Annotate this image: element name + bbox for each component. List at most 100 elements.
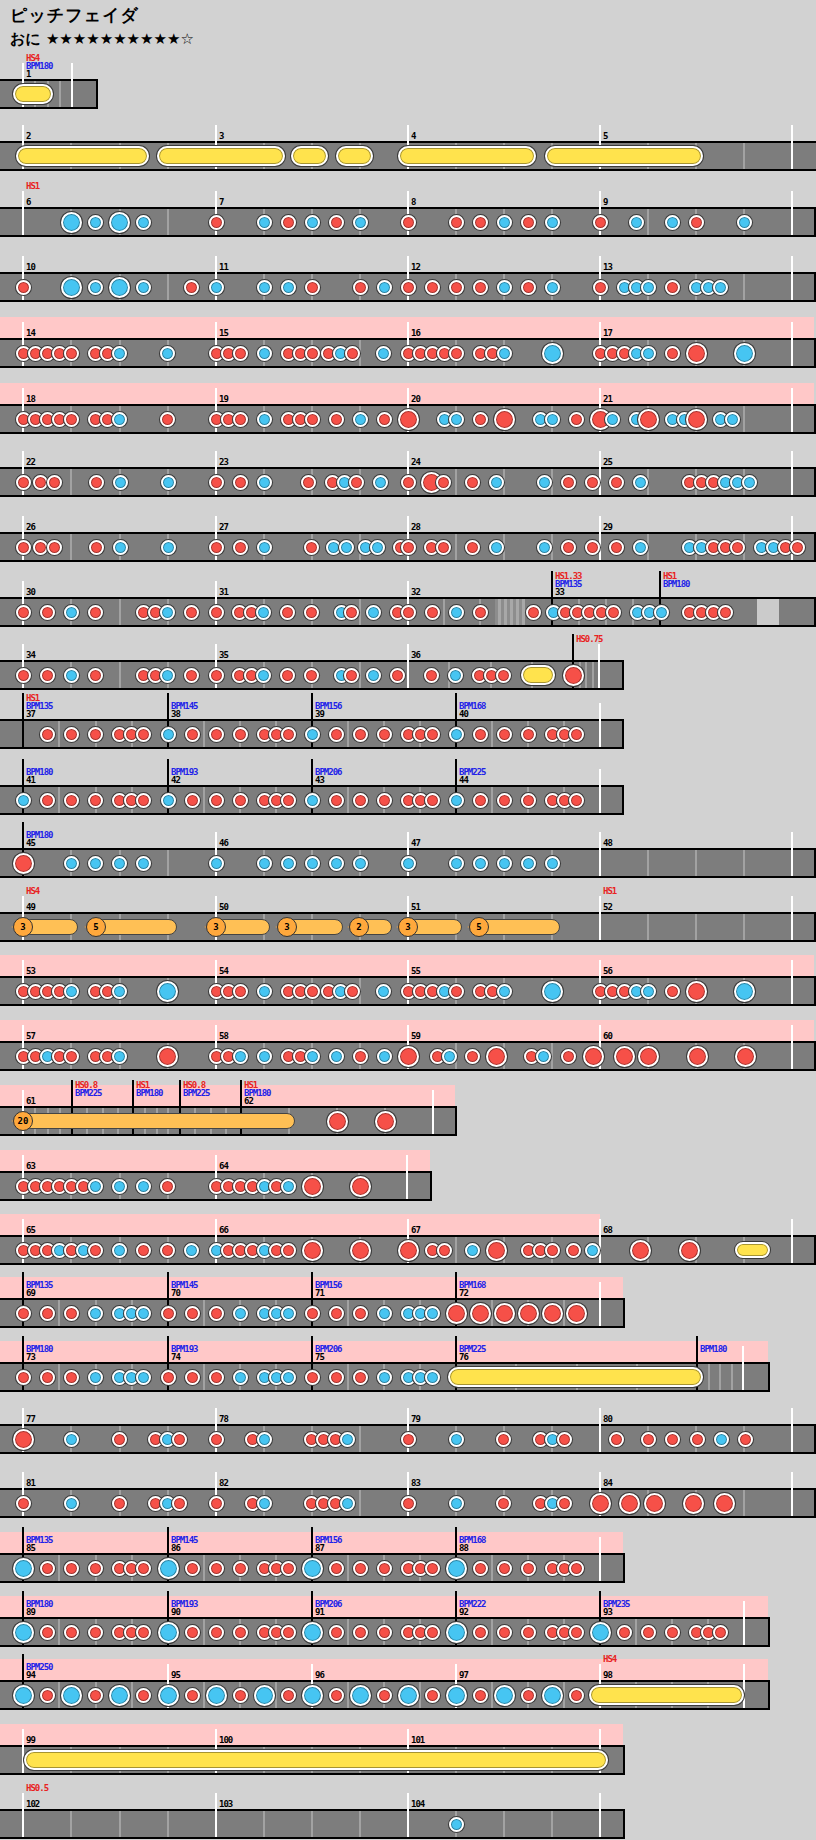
ka-note (113, 475, 128, 490)
ka-note (605, 412, 620, 427)
ka-note (61, 212, 82, 233)
measure-line (599, 769, 601, 813)
measure-number: 80 (603, 1414, 612, 1424)
ka-note (161, 540, 176, 555)
don-note (281, 215, 296, 230)
ka-note (494, 1685, 515, 1706)
don-note (185, 1688, 200, 1703)
beat-gridline (695, 914, 697, 940)
don-note (494, 1303, 515, 1324)
beat-gridline (359, 599, 361, 625)
measure-number: 46 (219, 838, 228, 848)
ka-note (257, 412, 272, 427)
measure-number: 4 (411, 131, 415, 141)
measure-number: 96 (315, 1670, 324, 1680)
gogo-band (0, 1214, 600, 1235)
beat-gridline (70, 1811, 72, 1837)
measure-line (22, 1793, 24, 1837)
don-note (638, 1046, 659, 1067)
don-note (40, 1306, 55, 1321)
don-note (13, 853, 34, 874)
don-note (88, 1561, 103, 1576)
beat-gridline (455, 469, 457, 495)
don-note (518, 1303, 539, 1324)
ka-note (88, 215, 103, 230)
beat-gridline (359, 1811, 361, 1837)
don-note (209, 1561, 224, 1576)
measure-number: 29 (603, 522, 612, 532)
gogo-band (0, 1085, 455, 1106)
ka-note (109, 212, 130, 233)
ka-note (465, 1243, 480, 1258)
measure-number: 12 (411, 262, 420, 272)
beat-gridline (203, 1682, 205, 1708)
ka-note (112, 1049, 127, 1064)
don-note (40, 727, 55, 742)
hs-label: HS4 (26, 886, 39, 896)
don-note (209, 605, 224, 620)
ka-note (425, 1370, 440, 1385)
ka-note (281, 280, 296, 295)
measure-number: 13 (603, 262, 612, 272)
don-note (89, 540, 104, 555)
ka-note (370, 540, 385, 555)
don-note (172, 1496, 187, 1511)
measure-number: 82 (219, 1478, 228, 1488)
measure-line (406, 1155, 408, 1199)
ka-note (734, 343, 755, 364)
beat-gridline (491, 1619, 493, 1645)
ka-note (88, 856, 103, 871)
don-note (521, 793, 536, 808)
don-note (345, 346, 360, 361)
ka-note (353, 215, 368, 230)
don-note (497, 1561, 512, 1576)
don-note (184, 668, 199, 683)
don-note (136, 793, 151, 808)
don-note (497, 1625, 512, 1640)
beat-gridline (491, 1300, 493, 1326)
don-note (16, 1306, 31, 1321)
ka-note (64, 1432, 79, 1447)
measure-line (599, 1537, 601, 1581)
don-note (609, 1432, 624, 1447)
don-note (344, 668, 359, 683)
don-note (16, 1496, 31, 1511)
don-note (353, 1370, 368, 1385)
don-note (401, 605, 416, 620)
chart-row: 65666768 (0, 1235, 816, 1265)
ka-note (497, 280, 512, 295)
beat-gridline (455, 1237, 457, 1263)
measure-number: 34 (26, 650, 35, 660)
ka-note (497, 215, 512, 230)
don-note (40, 1561, 55, 1576)
ka-note (136, 280, 151, 295)
don-note (718, 605, 733, 620)
don-note (329, 727, 344, 742)
measure-number: 25 (603, 457, 612, 467)
chart-row: 73BPM18074BPM19375BPM20676BPM225BPM180 (0, 1362, 816, 1392)
ka-note (88, 1370, 103, 1385)
chart-row: 2061BPM225HS0.8BPM180HS1BPM225HS0.862BPM… (0, 1106, 816, 1136)
don-note (590, 1493, 611, 1514)
don-note (350, 1240, 371, 1261)
ka-note (497, 346, 512, 361)
measure-number: 52 (603, 902, 612, 912)
don-note (184, 605, 199, 620)
ka-note (373, 475, 388, 490)
don-note (302, 1240, 323, 1261)
ka-note (633, 475, 648, 490)
measure-number: 36 (411, 650, 420, 660)
measure-line (743, 1601, 745, 1645)
ka-note (233, 1370, 248, 1385)
chart-row: 99100101 (0, 1745, 816, 1775)
don-note (329, 1561, 344, 1576)
ka-note (442, 1049, 457, 1064)
difficulty-stars: おに ★★★★★★★★★★☆ (10, 30, 194, 49)
ka-note (545, 280, 560, 295)
ka-note (446, 1622, 467, 1643)
beat-gridline (635, 1619, 637, 1645)
drumroll-note (157, 146, 285, 166)
bpm-label: BPM168 (459, 701, 486, 711)
ka-note (257, 1496, 272, 1511)
don-note (735, 1046, 756, 1067)
